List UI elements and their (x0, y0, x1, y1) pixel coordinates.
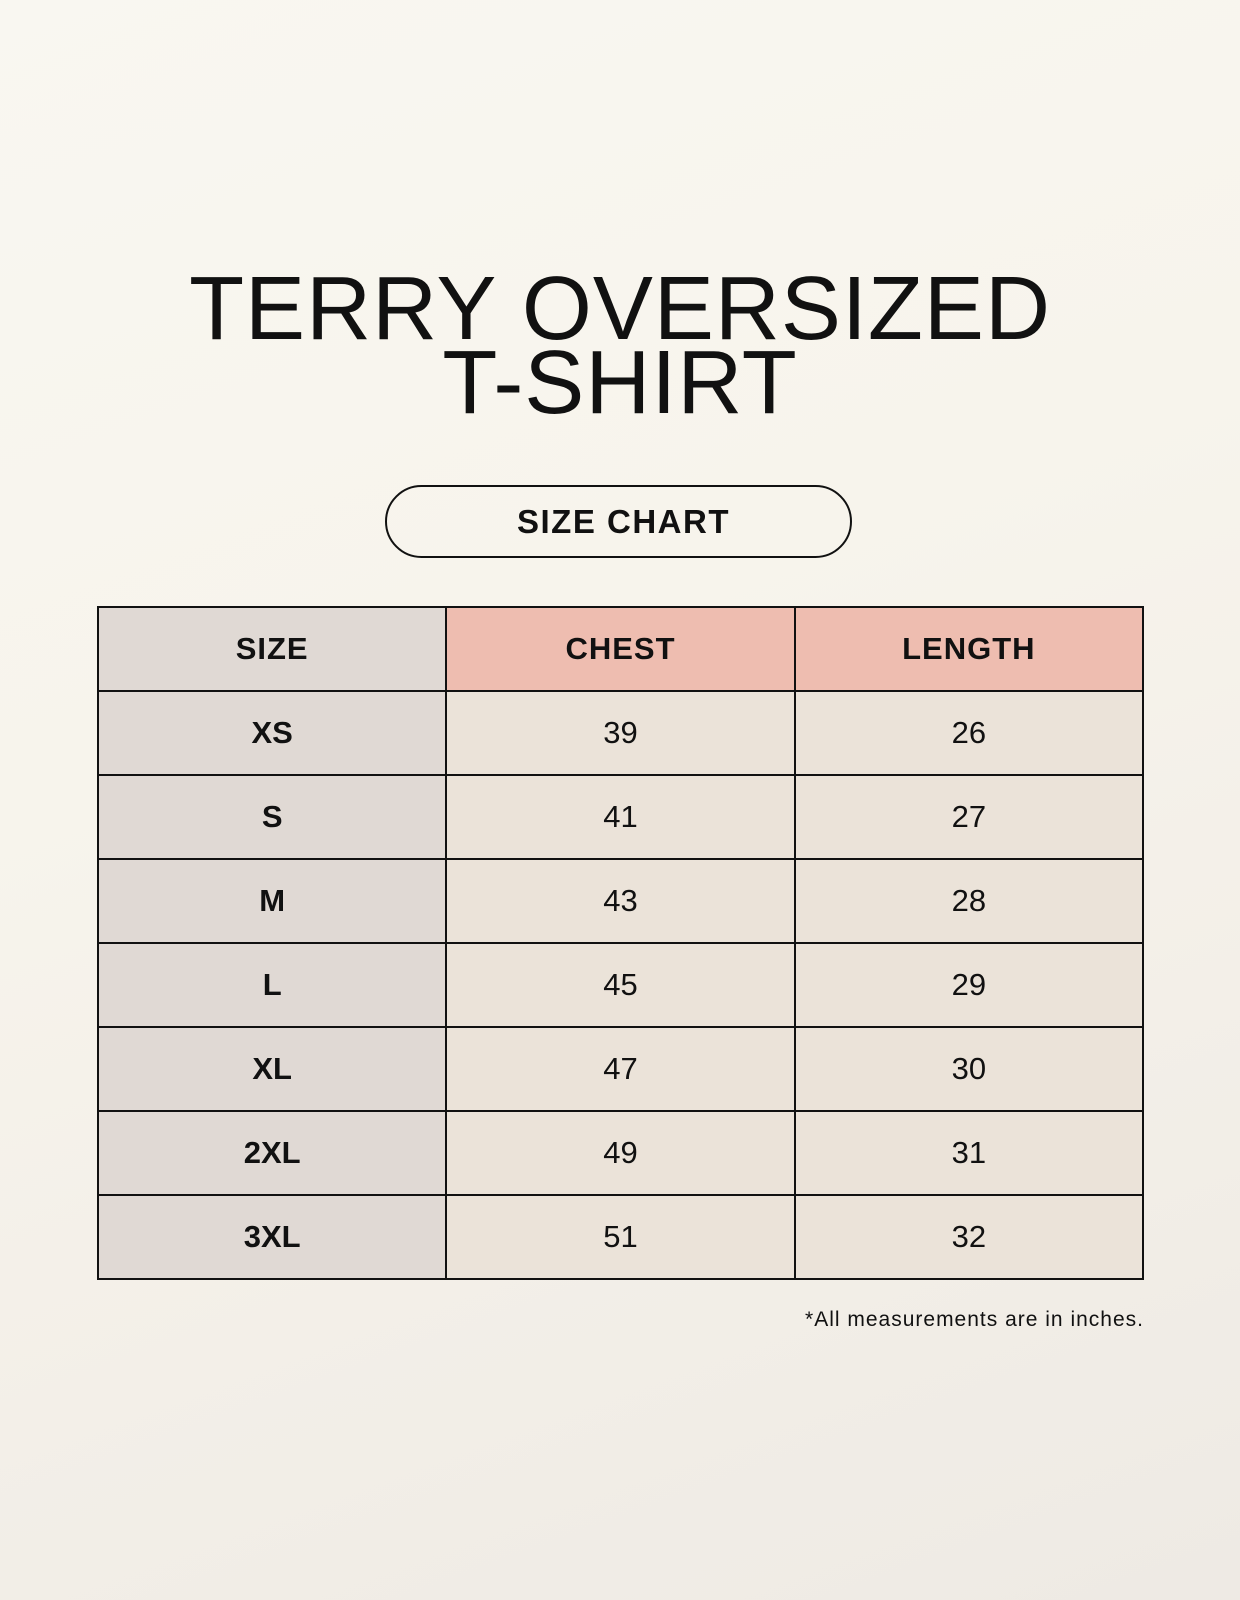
length-cell: 26 (793, 690, 1145, 776)
header-length: LENGTH (793, 606, 1145, 692)
measurement-note: *All measurements are in inches. (805, 1308, 1144, 1331)
table-header-row: SIZE CHEST LENGTH (96, 606, 1145, 692)
size-chart-badge: SIZE CHART (385, 485, 852, 558)
table-row: M 43 28 (96, 858, 1145, 944)
table-row: S 41 27 (96, 774, 1145, 860)
size-cell: XL (96, 1026, 448, 1112)
chest-cell: 51 (445, 1194, 796, 1280)
length-cell: 30 (793, 1026, 1145, 1112)
length-cell: 27 (793, 774, 1145, 860)
table-row: XS 39 26 (96, 690, 1145, 776)
header-chest: CHEST (445, 606, 796, 692)
size-cell: S (96, 774, 448, 860)
size-cell: L (96, 942, 448, 1028)
size-cell: XS (96, 690, 448, 776)
table-row: XL 47 30 (96, 1026, 1145, 1112)
chest-cell: 47 (445, 1026, 796, 1112)
length-cell: 31 (793, 1110, 1145, 1196)
size-cell: M (96, 858, 448, 944)
title-line-1: TERRY OVERSIZED (189, 259, 1051, 359)
size-table: SIZE CHEST LENGTH XS 39 26 S 41 27 M 43 28 L 45 29 X… (96, 606, 1145, 1280)
chest-cell: 41 (445, 774, 796, 860)
chest-cell: 39 (445, 690, 796, 776)
length-cell: 32 (793, 1194, 1145, 1280)
chest-cell: 49 (445, 1110, 796, 1196)
chest-cell: 45 (445, 942, 796, 1028)
table-row: 3XL 51 32 (96, 1194, 1145, 1280)
chest-cell: 43 (445, 858, 796, 944)
length-cell: 29 (793, 942, 1145, 1028)
table-row: 2XL 49 31 (96, 1110, 1145, 1196)
size-cell: 3XL (96, 1194, 448, 1280)
length-cell: 28 (793, 858, 1145, 944)
title-line-2: T-SHIRT (442, 333, 798, 433)
size-cell: 2XL (96, 1110, 448, 1196)
header-size: SIZE (96, 606, 448, 692)
page-title: TERRY OVERSIZED T-SHIRT (0, 259, 1240, 433)
table-row: L 45 29 (96, 942, 1145, 1028)
